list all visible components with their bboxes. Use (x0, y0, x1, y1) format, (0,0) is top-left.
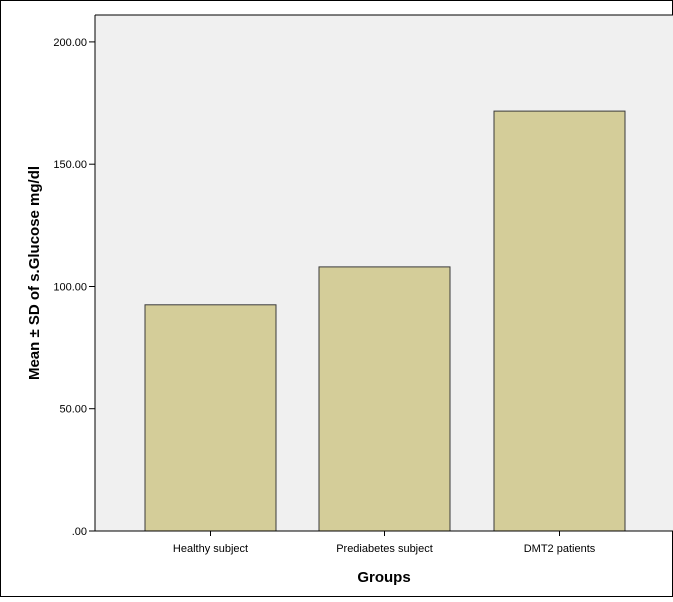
x-tick-label: Prediabetes subject (336, 543, 433, 555)
y-tick-label: .00 (72, 526, 87, 538)
x-tick-label: Healthy subject (173, 543, 248, 555)
y-axis-title: Mean ± SD of s.Glucose mg/dl (26, 166, 43, 380)
bars-layer (144, 110, 626, 532)
y-tick-label: 50.00 (59, 404, 87, 416)
y-ticks-layer: .00 50.00 100.00 150.00 200.00 (53, 37, 95, 538)
x-tick-label: DMT2 patients (524, 543, 596, 555)
x-axis-title: Groups (357, 569, 410, 586)
y-tick-label: 100.00 (53, 282, 87, 294)
bar-healthy-subject (144, 304, 277, 532)
y-tick-label: 150.00 (53, 159, 87, 171)
y-tick-label: 200.00 (53, 37, 87, 49)
bar-prediabetes-subject (318, 266, 451, 532)
bar-dmt2-patients (493, 110, 626, 532)
x-ticks-layer: Healthy subject Prediabetes subject DMT2 p… (173, 531, 596, 555)
